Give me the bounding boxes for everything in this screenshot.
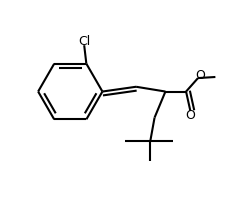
- Text: O: O: [195, 69, 205, 82]
- Text: Cl: Cl: [78, 35, 90, 48]
- Text: O: O: [185, 109, 195, 122]
